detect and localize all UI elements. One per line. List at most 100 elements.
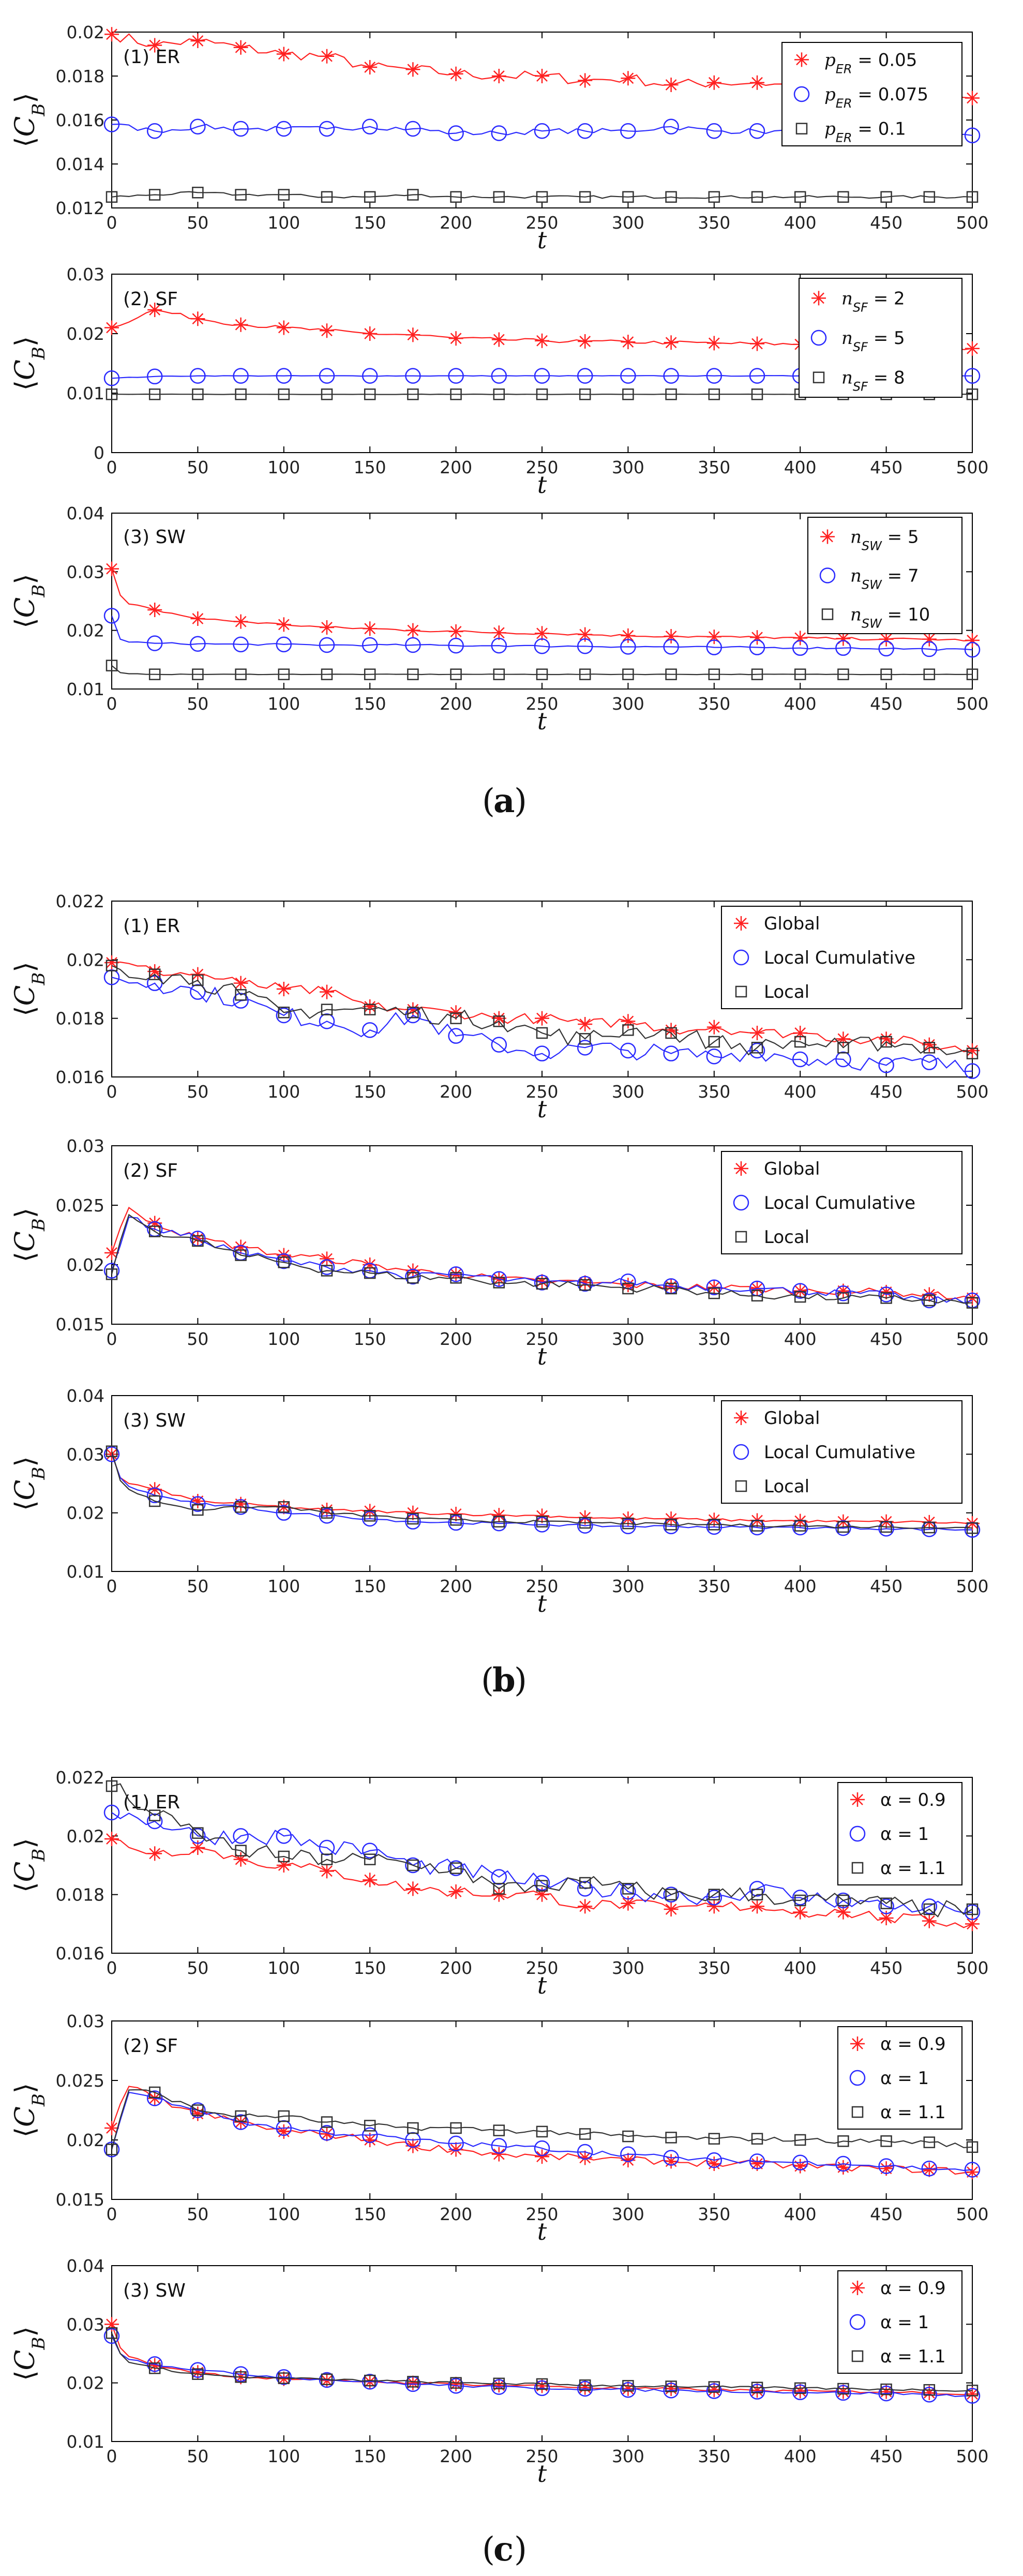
legend-label: nSW = 5: [850, 527, 919, 553]
svg-text:⟨CB⟩: ⟨CB⟩: [10, 962, 49, 1016]
star-marker: [849, 2280, 866, 2296]
series-line: [112, 191, 972, 199]
x-tick-label: 150: [354, 2446, 386, 2466]
series-line: [112, 2089, 972, 2150]
star-marker: [849, 1791, 866, 1808]
series-red: [103, 561, 981, 649]
panel-c1: 0 50 100 150 200 250 300 350 400 450 500 0.016 0.018…: [10, 1768, 989, 1999]
x-tick-label: 300: [612, 2204, 644, 2224]
star-marker: [233, 613, 249, 630]
star-marker: [491, 2146, 507, 2162]
x-tick-label: 450: [870, 694, 902, 714]
legend-label: Local Cumulative: [764, 1442, 915, 1463]
x-axis-label: t: [537, 226, 547, 254]
legend-label: pER = 0.05: [824, 50, 917, 76]
star-marker: [964, 340, 981, 356]
star-marker: [276, 2123, 292, 2140]
y-tick-label: 0.018: [56, 1885, 104, 1905]
legend-label: Local: [764, 1227, 809, 1248]
star-marker: [835, 2159, 851, 2176]
star-marker: [233, 39, 249, 55]
y-axis-label: ⟨CB⟩: [10, 962, 49, 1016]
panel-tag: (1) ER: [123, 1792, 180, 1813]
svg-text:⟨CB⟩: ⟨CB⟩: [10, 93, 49, 147]
legend-box: [721, 1151, 962, 1254]
x-tick-label: 300: [612, 1329, 644, 1349]
panel-tag: (2) SF: [123, 289, 178, 310]
y-axis-label: ⟨CB⟩: [10, 93, 49, 147]
y-tick-label: 0.03: [67, 264, 104, 284]
star-marker: [706, 1019, 723, 1035]
x-tick-label: 150: [354, 2204, 386, 2224]
x-tick-label: 300: [612, 457, 644, 477]
chart-b2: 0 50 100 150 200 250 300 350 400 450 500 0.015 0.02 0…: [10, 1136, 989, 1370]
series-black: [106, 1780, 979, 1918]
x-tick-label: 500: [956, 694, 989, 714]
y-axis-label: ⟨CB⟩: [10, 1208, 49, 1262]
x-tick-label: 300: [612, 694, 644, 714]
star-marker: [276, 617, 292, 633]
star-marker: [146, 602, 163, 618]
legend-box: [781, 42, 962, 146]
star-marker: [534, 68, 550, 84]
x-axis-label: t: [537, 1095, 547, 1123]
star-marker: [663, 77, 679, 93]
star-marker: [448, 1883, 464, 1900]
x-tick-label: 100: [267, 2204, 300, 2224]
x-tick-label: 100: [267, 1082, 300, 1102]
chart-b3: 0 50 100 150 200 250 300 350 400 450 500 0.01 0.02 0.…: [10, 1386, 989, 1618]
star-marker: [362, 1872, 378, 1888]
legend-label: nSF = 8: [841, 368, 905, 394]
y-tick-label: 0.016: [56, 110, 104, 130]
svg-text:⟨CB⟩: ⟨CB⟩: [10, 1456, 49, 1510]
legend-box: [721, 1400, 962, 1504]
y-tick-label: 0.04: [67, 1386, 104, 1406]
y-tick-label: 0.025: [56, 2071, 104, 2091]
panel-a2: 0 50 100 150 200 250 300 350 400 450 500 0 0.01 0.02 0…: [10, 264, 989, 499]
series-red: [103, 954, 981, 1059]
x-tick-label: 250: [526, 2204, 559, 2224]
x-tick-label: 100: [267, 1329, 300, 1349]
x-tick-label: 350: [698, 1958, 730, 1978]
star-marker: [319, 48, 335, 64]
star-marker: [448, 623, 464, 640]
x-tick-label: 0: [107, 2204, 117, 2224]
star-marker: [749, 74, 765, 91]
y-tick-label: 0.03: [67, 2011, 104, 2031]
panel-b3: 0 50 100 150 200 250 300 350 400 450 500 0.01 0.02 0.…: [10, 1386, 989, 1618]
x-tick-label: 0: [107, 457, 117, 477]
caption-open-paren: (: [481, 1661, 494, 1700]
figure-caption-a: a: [493, 782, 515, 820]
x-tick-label: 350: [698, 1082, 730, 1102]
chart-c1: 0 50 100 150 200 250 300 350 400 450 500 0.016 0.018…: [10, 1768, 989, 1999]
legend: α = 0.9 α = 1 α = 1.1: [837, 2270, 962, 2374]
series-line: [112, 2091, 972, 2171]
y-tick-label: 0.01: [67, 679, 104, 699]
y-tick-label: 0.018: [56, 66, 104, 86]
star-marker: [448, 330, 464, 347]
panel-a1: 0 50 100 150 200 250 300 350 400 450 500 0.012 0.014…: [10, 22, 989, 254]
x-tick-label: 400: [784, 2204, 817, 2224]
figure-c: 0 50 100 150 200 250 300 350 400 450 5000.0160.018…: [10, 1768, 989, 2569]
series-line: [112, 2335, 972, 2398]
x-tick-label: 0: [107, 694, 117, 714]
x-tick-label: 300: [612, 1082, 644, 1102]
series-blue: [103, 2090, 981, 2178]
series-blue: [103, 2328, 981, 2404]
x-tick-label: 150: [354, 457, 386, 477]
x-axis-label: t: [537, 2218, 547, 2245]
x-tick-label: 200: [440, 213, 472, 233]
figure-caption-b: b: [492, 1661, 516, 1700]
star-marker: [276, 320, 292, 336]
y-axis-label: ⟨CB⟩: [10, 574, 49, 628]
star-marker: [577, 1898, 593, 1914]
x-tick-label: 150: [354, 213, 386, 233]
series-line: [112, 1214, 972, 1304]
star-marker: [663, 335, 679, 351]
x-tick-label: 0: [107, 2446, 117, 2466]
series-black: [106, 1445, 979, 1534]
svg-text:⟨CB⟩: ⟨CB⟩: [10, 1838, 49, 1892]
star-marker: [405, 622, 421, 638]
x-axis-label: t: [537, 2460, 547, 2488]
series-black: [106, 660, 979, 680]
